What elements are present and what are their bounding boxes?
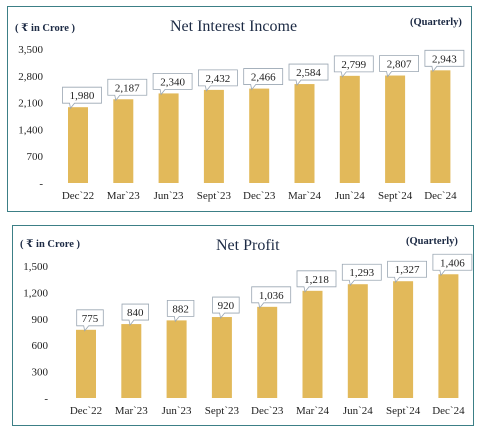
chart-title: Net Interest Income (170, 18, 298, 35)
bar (203, 89, 224, 183)
y-tick-label: 900 (32, 314, 49, 326)
data-label: 1,036 (259, 290, 284, 302)
data-label: 840 (127, 307, 144, 319)
data-label-box (424, 49, 465, 73)
x-tick-label: Mar`24 (296, 405, 329, 417)
data-label: 2,340 (160, 76, 185, 88)
bar (302, 290, 323, 398)
data-label-box (387, 260, 427, 284)
data-label: 1,327 (395, 264, 420, 276)
y-tick-label: 600 (32, 340, 49, 352)
x-tick-label: Dec`23 (251, 405, 284, 417)
data-label: 2,799 (341, 59, 366, 71)
chart-title: Net Profit (216, 237, 280, 254)
x-tick-label: Mar`24 (288, 190, 321, 202)
data-label-box (76, 309, 104, 332)
bar (76, 329, 96, 398)
data-label-box (62, 86, 102, 110)
y-tick-label: 700 (27, 151, 44, 163)
data-label-box (212, 296, 240, 319)
x-tick-label: Sept`23 (205, 405, 240, 417)
x-tick-label: Jun`24 (335, 190, 365, 202)
bar (347, 284, 368, 398)
y-tick-label: 2,100 (18, 98, 43, 110)
data-label: 2,432 (206, 73, 231, 85)
x-tick-label: Dec`24 (424, 190, 457, 202)
data-label-box (379, 55, 419, 78)
bar (113, 99, 134, 183)
unit-label: ( ₹ in Crore ) (15, 23, 75, 34)
data-label: 2,466 (251, 72, 276, 84)
data-label: 2,187 (115, 82, 140, 94)
data-label-box (432, 253, 473, 277)
x-tick-label: Sept`23 (197, 190, 232, 202)
y-tick-label: 3,500 (18, 44, 43, 56)
bar (385, 75, 406, 183)
x-tick-label: Dec`24 (432, 405, 465, 417)
data-label-box (152, 73, 193, 96)
data-label-box (288, 63, 329, 86)
y-tick-label: 300 (32, 367, 49, 379)
frequency-label: (Quarterly) (410, 17, 462, 28)
bar (430, 70, 451, 183)
y-tick-label: 1,200 (23, 287, 48, 299)
bar (393, 281, 414, 398)
unit-label: ( ₹ in Crore ) (20, 239, 80, 250)
data-label: 775 (82, 313, 99, 325)
data-label-box (198, 69, 238, 92)
data-label: 1,406 (440, 257, 465, 269)
y-tick-label: 1,500 (23, 261, 48, 273)
data-label-box (341, 263, 382, 287)
y-tick-label: - (39, 178, 43, 190)
data-label: 2,584 (296, 67, 321, 79)
data-label: 920 (218, 300, 235, 312)
x-tick-label: Sept`24 (378, 190, 413, 202)
data-label-box (107, 78, 148, 102)
y-tick-label: 1,400 (18, 124, 43, 136)
y-tick-label: 2,800 (18, 71, 43, 83)
y-tick-label: - (44, 393, 48, 405)
data-label: 2,943 (432, 53, 457, 65)
x-tick-label: Sept`24 (386, 405, 421, 417)
frequency-label: (Quarterly) (406, 236, 458, 247)
data-label-box (121, 303, 149, 327)
bar (158, 93, 179, 183)
x-tick-label: Mar`23 (107, 190, 140, 202)
data-label-box (251, 286, 292, 309)
bar (68, 107, 88, 183)
x-tick-label: Jun`23 (154, 190, 184, 202)
bar (121, 324, 142, 398)
data-label-box (333, 55, 374, 78)
data-label: 1,293 (349, 267, 374, 279)
x-tick-label: Dec`22 (62, 190, 94, 202)
x-tick-label: Mar`23 (115, 405, 148, 417)
bar (294, 84, 315, 183)
data-label: 1,218 (304, 274, 329, 286)
x-tick-label: Dec`22 (70, 405, 102, 417)
bar (339, 75, 360, 183)
x-tick-label: Jun`23 (162, 405, 192, 417)
x-tick-label: Dec`23 (243, 190, 276, 202)
bar (249, 88, 270, 183)
bar (211, 317, 232, 398)
data-label: 882 (172, 303, 189, 315)
data-label-box (296, 270, 337, 293)
data-label: 1,980 (70, 90, 95, 102)
bar (166, 320, 187, 398)
data-label-box (166, 299, 195, 323)
bar (438, 274, 459, 398)
x-tick-label: Jun`24 (343, 405, 373, 417)
data-label: 2,807 (387, 59, 412, 71)
bar (257, 306, 278, 398)
data-label-box (243, 68, 284, 91)
